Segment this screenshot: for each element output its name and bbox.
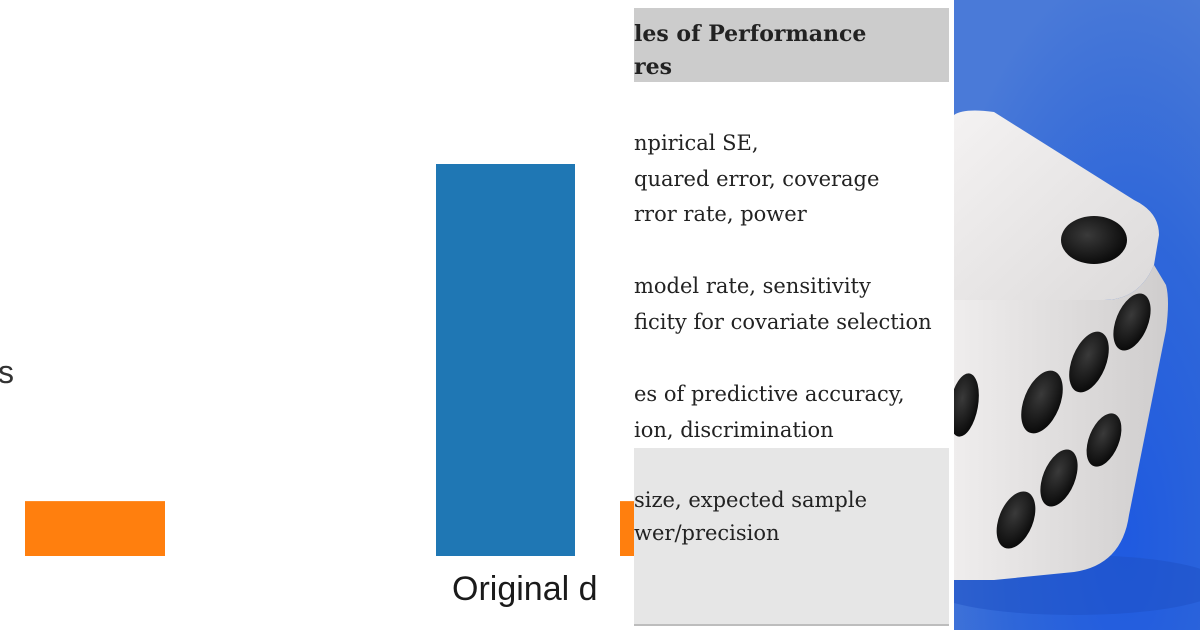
table-header: les of Performance res	[634, 8, 949, 82]
table-cell-line: size, expected sample	[634, 488, 868, 512]
die-pip-icon	[1086, 413, 1122, 467]
bar-orange-right-partial	[620, 501, 634, 556]
chart-side-text: s	[0, 354, 14, 390]
die-pip-icon	[1061, 216, 1127, 264]
bar-blue	[436, 164, 575, 556]
table-bottom-rule	[634, 624, 949, 626]
table-cell-line: ion, discrimination	[634, 417, 834, 442]
bar-chart	[25, 164, 634, 556]
table-cell-line: ficity for covariate selection	[634, 309, 932, 334]
dice-photo-panel	[954, 0, 1200, 630]
die-pip-icon	[1021, 370, 1063, 434]
table-cell-line: model rate, sensitivity	[634, 274, 871, 298]
table-header-line: res	[634, 54, 672, 80]
table-cell-line: npirical SE,	[634, 131, 759, 155]
die-pip-icon	[954, 373, 979, 437]
bar-chart-panel: s Original d	[0, 164, 634, 608]
bar-orange-left	[25, 501, 165, 556]
die-pip-icon	[1040, 449, 1078, 507]
table-cell-line: es of predictive accuracy,	[634, 382, 905, 406]
die-pip-icon	[996, 491, 1036, 549]
die-pip-icon	[1113, 293, 1151, 351]
table-row: es of predictive accuracy, ion, discrimi…	[634, 377, 949, 448]
table-header-line: les of Performance	[634, 21, 867, 47]
table-row: npirical SE, quared error, coverage rror…	[634, 126, 949, 233]
dice-photo	[954, 0, 1200, 630]
table-cell-line: wer/precision	[634, 521, 780, 545]
table-cell-line: quared error, coverage	[634, 166, 880, 191]
table-row: model rate, sensitivity ficity for covar…	[634, 269, 949, 340]
table-row-shaded: size, expected sample wer/precision	[634, 448, 949, 624]
performance-table-panel: les of Performance res npirical SE, quar…	[634, 0, 954, 630]
x-category-label: Original d	[452, 570, 598, 608]
die-pip-icon	[1069, 331, 1109, 393]
table-cell-line: rror rate, power	[634, 202, 807, 226]
